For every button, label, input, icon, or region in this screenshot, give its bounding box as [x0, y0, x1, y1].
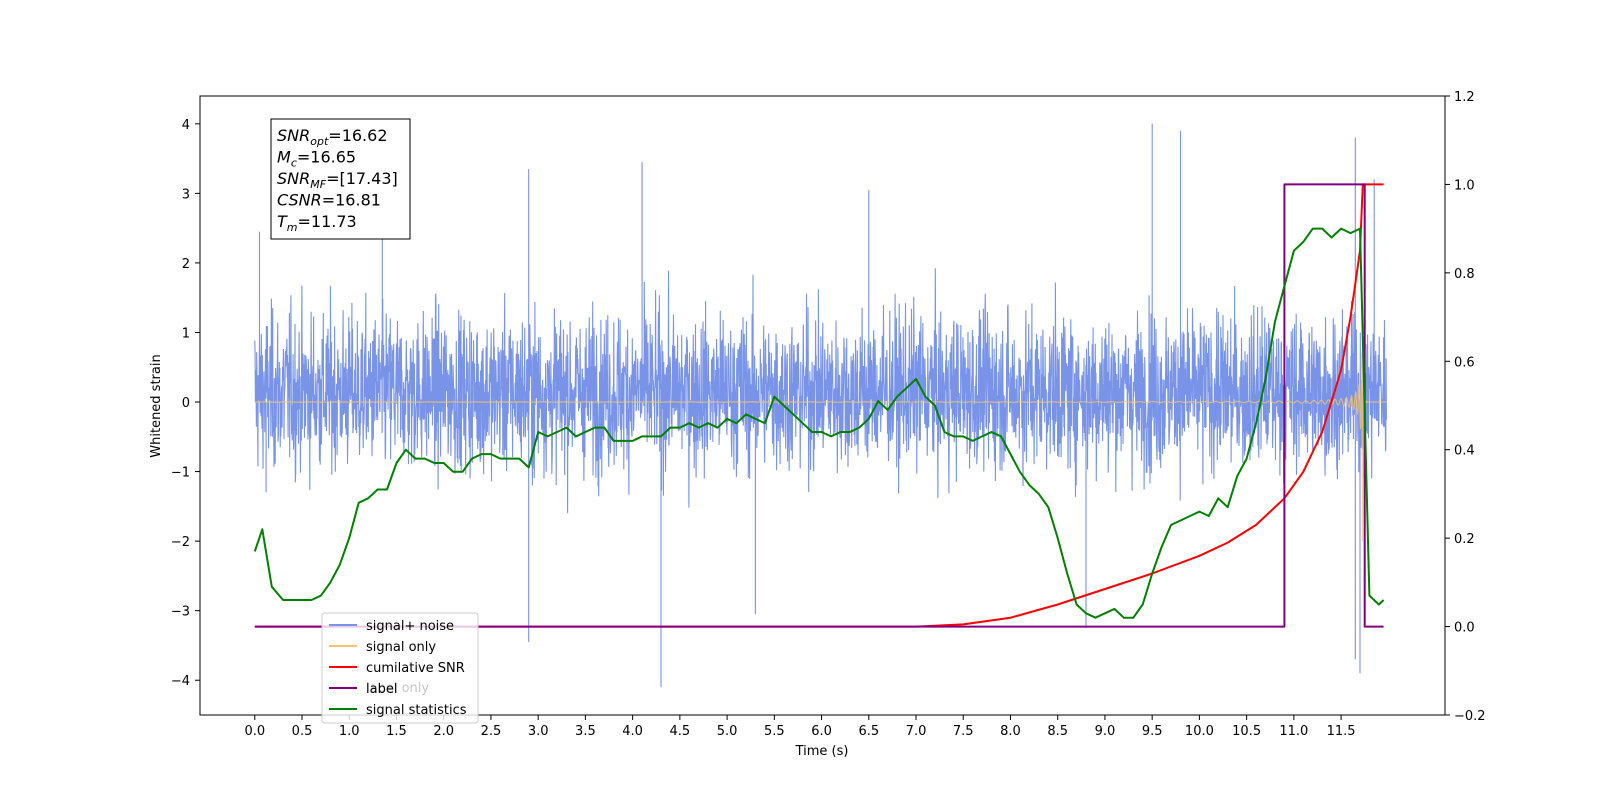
y-left-tick-label: −1 — [171, 466, 190, 481]
y-left-tick-label: −3 — [171, 605, 190, 620]
legend-entry: cumilative SNR — [366, 661, 465, 676]
annotation-line: Tm=11.73 — [277, 212, 357, 234]
x-tick-label: 2.5 — [481, 724, 502, 739]
x-tick-label: 7.0 — [906, 724, 927, 739]
plot-area — [253, 123, 1387, 688]
y-right-tick-label: 0.6 — [1454, 355, 1475, 370]
y-left-tick-label: −2 — [171, 535, 190, 550]
y-axis-left-ticks: −4 −3 −2 −1 0 1 2 3 4 — [171, 118, 200, 689]
annotation-line: CSNR=16.81 — [277, 191, 381, 210]
y-left-tick-label: 2 — [182, 257, 190, 272]
y-right-tick-label: −0.2 — [1454, 709, 1486, 724]
x-tick-label: 4.0 — [622, 724, 643, 739]
x-tick-label: 0.5 — [292, 724, 313, 739]
x-tick-label: 6.0 — [811, 724, 832, 739]
x-tick-label: 11.5 — [1327, 724, 1356, 739]
y-axis-right-ticks: −0.2 0.0 0.2 0.4 0.6 0.8 1.0 1.2 — [1445, 90, 1486, 724]
y-left-tick-label: 0 — [182, 396, 190, 411]
x-tick-label: 7.5 — [953, 724, 974, 739]
x-tick-label: 6.5 — [858, 724, 879, 739]
series-signal-statistics — [253, 227, 1385, 619]
series-label — [254, 183, 1384, 628]
y-right-tick-label: 0.2 — [1454, 532, 1475, 547]
y-right-tick-label: 0.8 — [1454, 267, 1475, 282]
y-right-tick-label: 0.0 — [1454, 621, 1475, 636]
x-tick-label: 10.5 — [1232, 724, 1261, 739]
x-tick-label: 5.0 — [717, 724, 738, 739]
x-tick-label: 8.0 — [1000, 724, 1021, 739]
x-tick-label: 1.0 — [339, 724, 360, 739]
x-axis-label: Time (s) — [795, 744, 849, 759]
x-tick-label: 11.0 — [1279, 724, 1308, 739]
legend: label only signal+ noise signal only cumila… — [321, 612, 479, 724]
series-signal-noise — [254, 123, 1387, 688]
y-right-tick-label: 1.0 — [1454, 178, 1475, 193]
y-axis-left-label: Whitened strain — [149, 354, 164, 457]
x-tick-label: 0.0 — [244, 724, 265, 739]
legend-entry: signal only — [366, 640, 436, 655]
axes-frame — [199, 95, 1446, 716]
x-tick-label: 3.5 — [575, 724, 596, 739]
legend-entry: signal statistics — [366, 703, 467, 718]
legend-entry: label — [366, 682, 397, 697]
x-tick-label: 5.5 — [764, 724, 785, 739]
series-signal-only — [254, 341, 1387, 542]
y-left-tick-label: −4 — [171, 674, 190, 689]
legend-hidden-label: label only — [366, 681, 429, 696]
legend-entry: signal+ noise — [366, 619, 454, 634]
x-tick-label: 2.0 — [433, 724, 454, 739]
annotation-line: SNRMF=[17.43] — [277, 169, 398, 191]
x-tick-label: 3.0 — [528, 724, 549, 739]
stats-annotation-box: SNRopt=16.62Mc=16.65SNRMF=[17.43]CSNR=16… — [270, 118, 411, 240]
y-left-tick-label: 1 — [182, 326, 190, 341]
y-left-tick-label: 3 — [182, 187, 190, 202]
x-tick-label: 1.5 — [386, 724, 407, 739]
y-right-tick-label: 0.4 — [1454, 444, 1475, 459]
annotation-line: SNRopt=16.62 — [277, 126, 388, 148]
x-tick-label: 4.5 — [670, 724, 691, 739]
x-tick-label: 8.5 — [1047, 724, 1068, 739]
x-tick-label: 9.5 — [1142, 724, 1163, 739]
y-left-tick-label: 4 — [182, 118, 190, 133]
x-tick-label: 9.0 — [1095, 724, 1116, 739]
x-axis-ticks: 0.0 0.5 1.0 1.5 2.0 2.5 3.0 3.5 4.0 4.5 5.0 5.5 6.0 6… — [244, 715, 1356, 739]
annotation-line: Mc=16.65 — [277, 148, 356, 170]
y-right-tick-label: 1.2 — [1454, 90, 1475, 105]
x-tick-label: 10.0 — [1185, 724, 1214, 739]
